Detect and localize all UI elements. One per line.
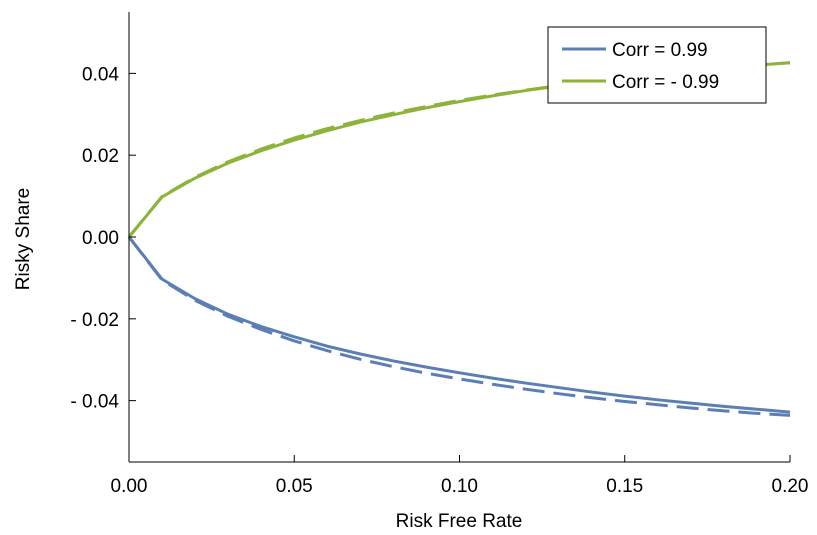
x-axis-label: Risk Free Rate (396, 511, 523, 532)
series-layer (127, 61, 791, 417)
y-tick-label: - 0.02 (70, 310, 119, 331)
legend-box (547, 26, 767, 104)
y-axis-label: Risky Share (13, 188, 34, 290)
y-tick-label: 0.00 (82, 228, 119, 249)
y-tick-label: 0.02 (82, 146, 119, 167)
series-line-1-dashed (127, 236, 791, 417)
x-tick-label: 0.05 (276, 476, 313, 497)
x-tick-label: 0.00 (111, 476, 148, 497)
legend-entry-label: Corr = - 0.99 (612, 72, 719, 93)
y-tick-label: - 0.04 (70, 392, 119, 413)
legend-entry-label: Corr = 0.99 (612, 40, 708, 61)
legend: Corr = 0.99 Corr = - 0.99 (547, 26, 767, 104)
x-tick-label: 0.15 (606, 476, 643, 497)
series-line-0-solid (127, 236, 791, 414)
ticks-layer: 0.00 0.05 0.10 0.15 0.20 0.04 0.02 0.00 - 0.02 - … (70, 64, 808, 497)
x-tick-label: 0.20 (772, 476, 809, 497)
y-tick-label: 0.04 (82, 64, 119, 85)
x-tick-label: 0.10 (441, 476, 478, 497)
